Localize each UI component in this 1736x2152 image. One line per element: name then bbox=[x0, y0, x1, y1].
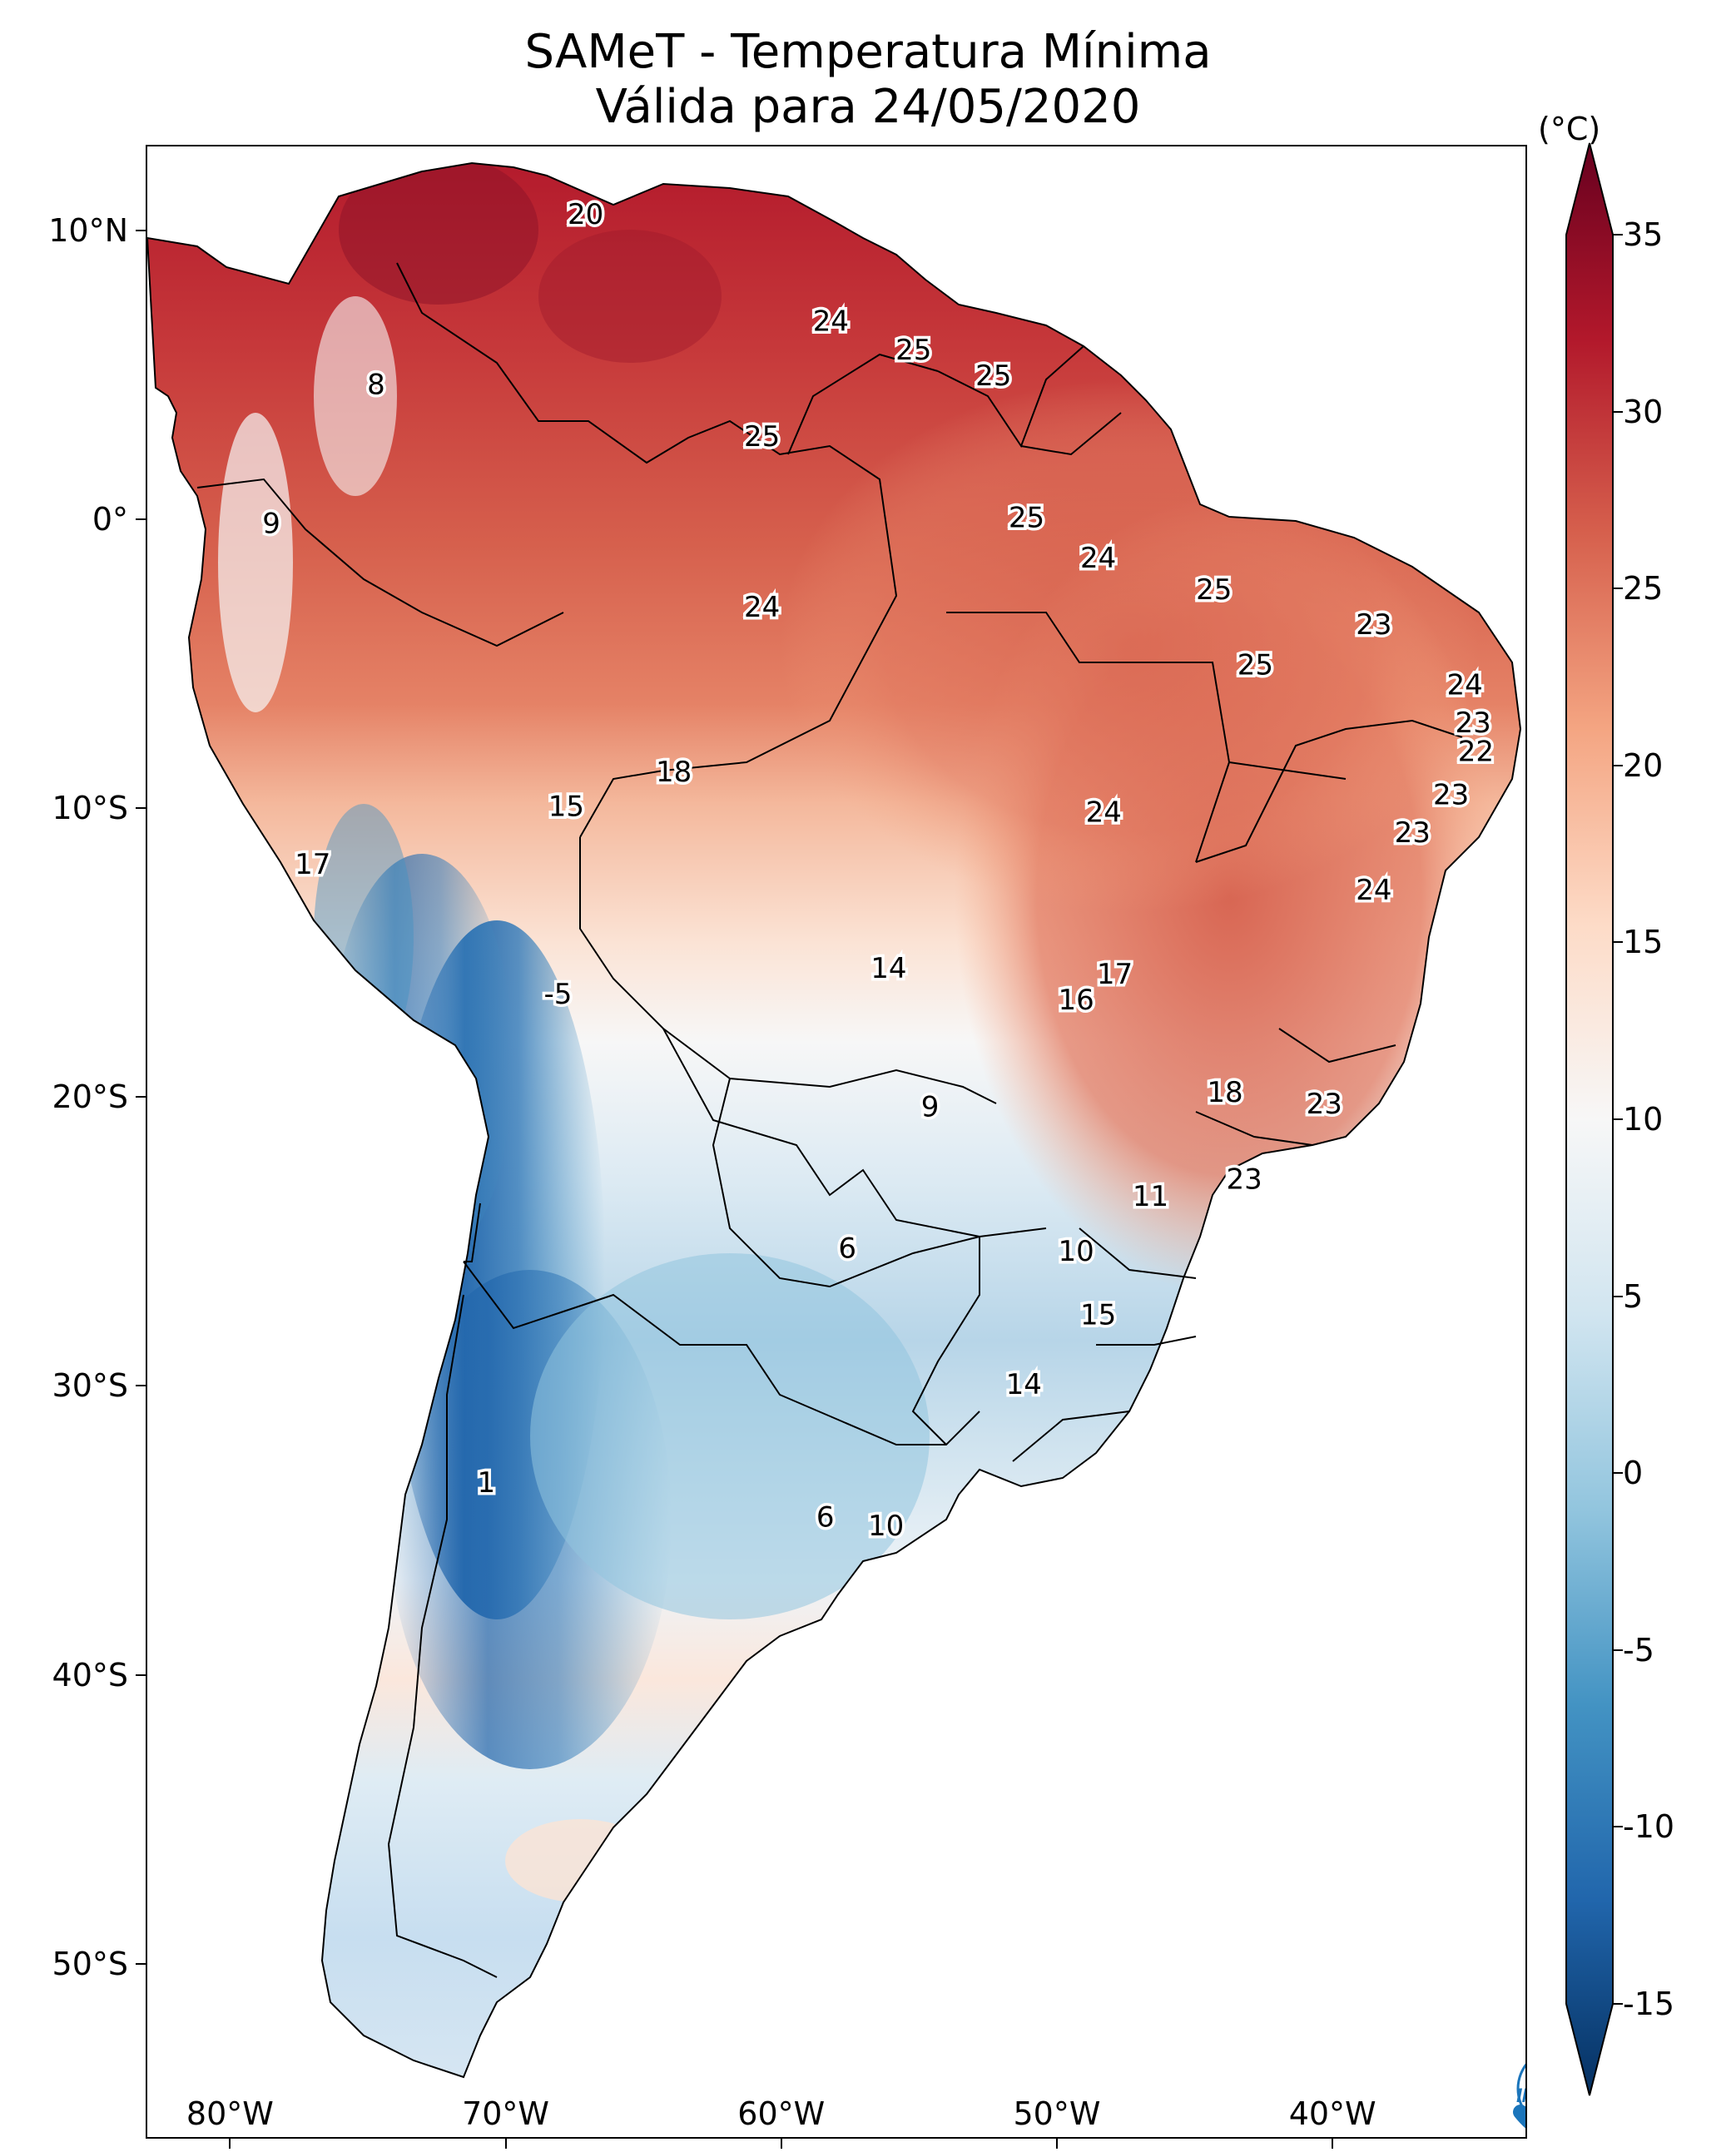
latitude-tick-label: 40°S bbox=[52, 1656, 128, 1693]
colorbar-tick-label: 20 bbox=[1623, 746, 1664, 784]
country-borders bbox=[147, 162, 1521, 2078]
city-temperature-label: 15 bbox=[1080, 1299, 1116, 1332]
logo-text: INPE bbox=[1516, 2085, 1527, 2107]
city-temperature-label: 10 bbox=[868, 1510, 904, 1543]
city-temperature-label: 22 bbox=[1458, 736, 1494, 769]
colorbar-tick-label: 5 bbox=[1623, 1277, 1644, 1315]
colorbar-tick bbox=[1613, 1472, 1623, 1475]
latitude-tick-label: 50°S bbox=[52, 1945, 128, 1982]
colorbar-tick-label: 35 bbox=[1623, 216, 1664, 253]
map-subtitle: Válida para 24/05/2020 bbox=[595, 80, 1141, 134]
city-temperature-label: 9 bbox=[921, 1091, 940, 1124]
city-temperature-label: 24 bbox=[813, 305, 849, 338]
colorbar-tick bbox=[1613, 941, 1623, 944]
city-temperature-label: 15 bbox=[548, 791, 584, 824]
colorbar-tick bbox=[1613, 1295, 1623, 1297]
city-temperature-label: 23 bbox=[1227, 1163, 1262, 1196]
city-temperature-label: -5 bbox=[544, 978, 573, 1011]
city-temperature-label: 6 bbox=[838, 1232, 856, 1266]
latitude-tick bbox=[136, 807, 147, 810]
colorbar-tick bbox=[1613, 1649, 1623, 1651]
map-title: SAMeT - Temperatura Mínima bbox=[524, 25, 1212, 79]
latitude-tick bbox=[136, 1962, 147, 1965]
city-temperature-label: 16 bbox=[1059, 984, 1094, 1017]
colorbar-tick bbox=[1613, 764, 1623, 766]
city-temperature-label: 6 bbox=[816, 1501, 835, 1535]
city-temperature-label: 24 bbox=[744, 591, 780, 624]
city-temperature-label: 25 bbox=[744, 420, 780, 454]
latitude-tick-label: 10°S bbox=[52, 790, 128, 827]
longitude-tick-label: 60°W bbox=[737, 2095, 826, 2132]
city-temperature-label: 23 bbox=[1455, 707, 1490, 740]
colorbar-tick bbox=[1613, 2003, 1623, 2005]
latitude-tick-label: 10°N bbox=[48, 211, 128, 249]
city-temperature-label: 1 bbox=[478, 1466, 496, 1500]
city-temperature-label: 14 bbox=[870, 952, 906, 985]
colorbar-tick-label: -15 bbox=[1623, 1986, 1675, 2022]
longitude-tick bbox=[1055, 2137, 1058, 2149]
city-temperature-label: 20 bbox=[568, 198, 603, 231]
city-temperature-label: 18 bbox=[656, 756, 692, 789]
city-temperature-label: 25 bbox=[975, 359, 1011, 393]
city-temperature-label: 23 bbox=[1395, 816, 1431, 850]
colorbar-tick-label: 15 bbox=[1623, 924, 1664, 961]
colorbar-tick-label: -10 bbox=[1623, 1808, 1675, 1846]
latitude-tick-label: 20°S bbox=[52, 1078, 128, 1116]
temperature-field bbox=[147, 163, 1520, 2077]
colorbar-tick-label: 0 bbox=[1623, 1455, 1644, 1492]
city-temperature-label: 23 bbox=[1356, 608, 1391, 642]
longitude-tick bbox=[1332, 2137, 1334, 2149]
longitude-tick-label: 50°W bbox=[1013, 2095, 1101, 2132]
latitude-tick bbox=[136, 1385, 147, 1387]
city-temperature-label: 25 bbox=[1196, 573, 1232, 607]
latitude-tick bbox=[136, 229, 147, 231]
latitude-tick bbox=[136, 1096, 147, 1098]
city-temperature-label: 25 bbox=[1009, 501, 1044, 534]
colorbar-tick bbox=[1613, 1118, 1623, 1120]
city-temperature-label: 14 bbox=[1006, 1368, 1042, 1401]
city-temperature-label: 10 bbox=[1059, 1235, 1094, 1268]
city-temperature-label: 23 bbox=[1433, 779, 1469, 812]
inpe-logo: INPE bbox=[1513, 2063, 1527, 2129]
city-temperature-label: 25 bbox=[1238, 648, 1273, 682]
latitude-tick bbox=[136, 518, 147, 520]
city-temperature-label: 24 bbox=[1086, 796, 1122, 829]
latitude-tick-label: 0° bbox=[92, 500, 128, 538]
colorbar-tick bbox=[1613, 588, 1623, 590]
city-temperature-label: 23 bbox=[1307, 1088, 1342, 1121]
colorbar bbox=[1565, 142, 1614, 2096]
city-temperature-label: 18 bbox=[1207, 1076, 1242, 1109]
longitude-tick-label: 70°W bbox=[462, 2095, 550, 2132]
colorbar-tick-label: -5 bbox=[1623, 1631, 1654, 1669]
latitude-tick bbox=[136, 1674, 147, 1676]
colorbar-unit-label: (°C) bbox=[1538, 111, 1601, 147]
longitude-tick bbox=[780, 2137, 782, 2149]
longitude-tick-label: 80°W bbox=[186, 2095, 274, 2132]
city-temperature-label: 24 bbox=[1447, 669, 1483, 702]
city-temperature-label: 24 bbox=[1356, 874, 1391, 907]
longitude-tick bbox=[229, 2137, 231, 2149]
longitude-tick-label: 40°W bbox=[1288, 2095, 1376, 2132]
city-temperature-label: 17 bbox=[1097, 958, 1133, 991]
city-temperature-label: 9 bbox=[262, 507, 280, 540]
city-temperature-label: 11 bbox=[1133, 1180, 1168, 1213]
city-temperature-labels: 2089242524252525242525232423222323242418… bbox=[260, 195, 1497, 1545]
colorbar-tick bbox=[1613, 234, 1623, 236]
colorbar-tick bbox=[1613, 1826, 1623, 1828]
colorbar-tick-label: 10 bbox=[1623, 1101, 1664, 1138]
city-temperature-label: 8 bbox=[367, 369, 385, 402]
colorbar-tick-label: 25 bbox=[1623, 570, 1664, 607]
city-temperature-label: 17 bbox=[295, 848, 330, 881]
longitude-tick bbox=[504, 2137, 507, 2149]
map-panel: 20 8 9 24 25 24 25 25 25 24 25 25 23 24 23 22 23 23 24 24 18… bbox=[146, 145, 1527, 2139]
latitude-tick-label: 30°S bbox=[52, 1367, 128, 1405]
city-temperature-label: 25 bbox=[895, 334, 931, 367]
city-temperature-label: 24 bbox=[1080, 542, 1116, 575]
temperature-map: 2089242524252525242525232423222323242418… bbox=[147, 162, 1521, 2078]
colorbar-tick-label: 30 bbox=[1623, 393, 1664, 430]
colorbar-tick bbox=[1613, 410, 1623, 413]
